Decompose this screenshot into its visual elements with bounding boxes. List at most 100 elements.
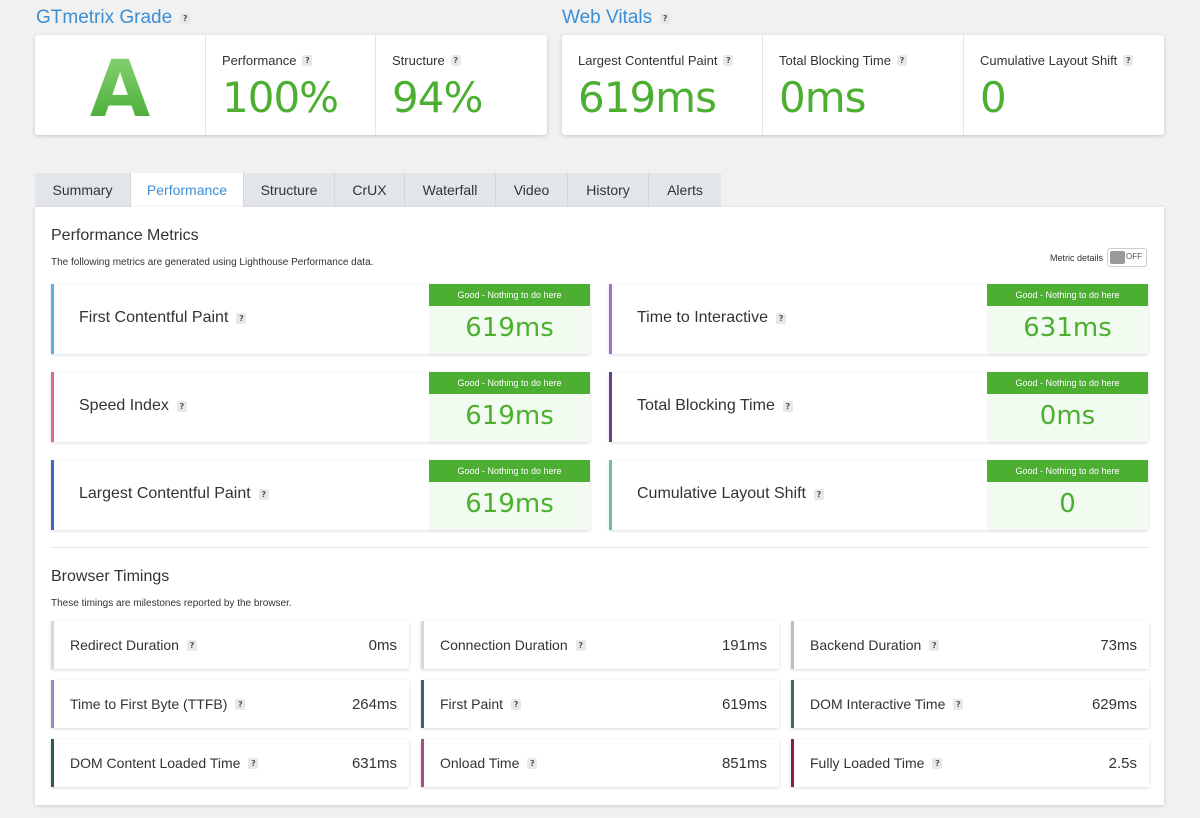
metric-name-text: First Contentful Paint bbox=[79, 309, 229, 326]
help-icon[interactable]: ? bbox=[1123, 55, 1134, 66]
help-icon[interactable]: ? bbox=[235, 698, 246, 710]
tbt-value: 0ms bbox=[779, 73, 867, 122]
web-vitals-card: Largest Contentful Paint ? 619ms Total B… bbox=[562, 35, 1164, 135]
performance-label-text: Performance bbox=[222, 53, 297, 68]
browser-timings-description: These timings are milestones reported by… bbox=[51, 598, 292, 609]
timing-name-text: First Paint bbox=[440, 696, 504, 712]
metric-status-badge: Good - Nothing to do here bbox=[987, 372, 1148, 394]
timing-name: Time to First Byte (TTFB) ? bbox=[70, 696, 246, 712]
metric-card-speed-index: Speed Index ? Good - Nothing to do here … bbox=[51, 372, 590, 442]
metric-status-badge: Good - Nothing to do here bbox=[429, 284, 590, 306]
metric-card-cumulative-layout-shift: Cumulative Layout Shift ? Good - Nothing… bbox=[609, 460, 1148, 530]
help-icon[interactable]: ? bbox=[527, 757, 538, 769]
tab-history[interactable]: History bbox=[568, 173, 649, 207]
timing-name-text: DOM Interactive Time bbox=[810, 696, 946, 712]
report-tabs: Summary Performance Structure CrUX Water… bbox=[35, 173, 721, 208]
metric-score-box: Good - Nothing to do here 619ms bbox=[429, 372, 590, 442]
help-icon[interactable]: ? bbox=[782, 400, 793, 412]
metric-details-toggle[interactable]: OFF bbox=[1107, 248, 1148, 267]
metric-score-box: Good - Nothing to do here 619ms bbox=[429, 460, 590, 530]
help-icon[interactable]: ? bbox=[813, 488, 824, 500]
web-vitals-heading: Web Vitals ? bbox=[562, 7, 671, 29]
tab-structure[interactable]: Structure bbox=[244, 173, 335, 207]
tab-performance[interactable]: Performance bbox=[131, 173, 244, 208]
help-icon[interactable]: ? bbox=[248, 757, 259, 769]
help-icon[interactable]: ? bbox=[176, 400, 187, 412]
tab-crux[interactable]: CrUX bbox=[335, 173, 405, 207]
help-icon[interactable]: ? bbox=[897, 55, 907, 66]
help-icon[interactable]: ? bbox=[511, 698, 522, 710]
help-icon[interactable]: ? bbox=[258, 488, 269, 500]
performance-cell: Performance ? 100% bbox=[206, 35, 376, 135]
toggle-state: OFF bbox=[1126, 252, 1143, 261]
help-icon[interactable]: ? bbox=[929, 639, 940, 651]
help-icon[interactable]: ? bbox=[575, 639, 586, 651]
metric-value: 619ms bbox=[465, 489, 554, 519]
structure-label-text: Structure bbox=[392, 53, 445, 68]
timing-name: Fully Loaded Time ? bbox=[810, 755, 943, 771]
metric-details-control: Metric details OFF bbox=[1050, 248, 1148, 267]
help-icon[interactable]: ? bbox=[302, 55, 313, 66]
help-icon[interactable]: ? bbox=[932, 757, 943, 769]
timing-value: 629ms bbox=[1091, 696, 1137, 713]
gtmetrix-grade-card: A Performance ? 100% Structure ? 94% bbox=[35, 35, 547, 135]
tab-waterfall[interactable]: Waterfall bbox=[405, 173, 496, 207]
timing-name: Backend Duration ? bbox=[810, 637, 940, 653]
timing-card-dom-interactive-time: DOM Interactive Time ? 629ms bbox=[791, 680, 1149, 728]
timing-value: 0ms bbox=[368, 637, 397, 654]
timing-name-text: DOM Content Loaded Time bbox=[70, 755, 241, 771]
timing-card-first-paint: First Paint ? 619ms bbox=[421, 680, 779, 728]
metric-value: 619ms bbox=[465, 401, 554, 431]
performance-panel: Performance Metrics The following metric… bbox=[35, 207, 1164, 805]
metric-value: 631ms bbox=[1023, 313, 1112, 343]
cls-label-text: Cumulative Layout Shift bbox=[980, 53, 1118, 68]
structure-cell: Structure ? 94% bbox=[376, 35, 547, 135]
metric-value: 0ms bbox=[1039, 401, 1096, 431]
gtmetrix-grade-heading: GTmetrix Grade ? bbox=[36, 7, 191, 29]
performance-metrics-description: The following metrics are generated usin… bbox=[51, 257, 374, 268]
help-icon[interactable]: ? bbox=[236, 312, 247, 324]
timing-name: Connection Duration ? bbox=[440, 637, 586, 653]
timing-card-fully-loaded-time: Fully Loaded Time ? 2.5s bbox=[791, 739, 1149, 787]
metric-name: Speed Index ? bbox=[79, 397, 187, 415]
help-icon[interactable]: ? bbox=[186, 639, 197, 651]
browser-timings-title: Browser Timings bbox=[51, 568, 170, 585]
timing-name-text: Onload Time bbox=[440, 755, 520, 771]
performance-value: 100% bbox=[222, 73, 339, 122]
help-icon[interactable]: ? bbox=[776, 312, 787, 324]
tab-summary[interactable]: Summary bbox=[35, 173, 131, 207]
metric-details-label: Metric details bbox=[1050, 252, 1104, 263]
timing-name-text: Time to First Byte (TTFB) bbox=[70, 696, 228, 712]
performance-label: Performance ? bbox=[222, 53, 313, 68]
timing-card-dom-content-loaded-time: DOM Content Loaded Time ? 631ms bbox=[51, 739, 409, 787]
metric-card-total-blocking-time: Total Blocking Time ? Good - Nothing to … bbox=[609, 372, 1148, 442]
lcp-label: Largest Contentful Paint ? bbox=[578, 53, 734, 68]
timing-value: 2.5s bbox=[1108, 755, 1137, 772]
metric-status-badge: Good - Nothing to do here bbox=[429, 372, 590, 394]
help-icon[interactable]: ? bbox=[180, 12, 191, 24]
timing-name: Onload Time ? bbox=[440, 755, 538, 771]
help-icon[interactable]: ? bbox=[660, 12, 671, 24]
metric-score-box: Good - Nothing to do here 0ms bbox=[987, 372, 1148, 442]
metric-name: Total Blocking Time ? bbox=[637, 397, 793, 415]
metric-name-text: Largest Contentful Paint bbox=[79, 485, 251, 502]
help-icon[interactable]: ? bbox=[450, 55, 461, 66]
web-vitals-title: Web Vitals bbox=[562, 7, 653, 28]
timing-name: DOM Interactive Time ? bbox=[810, 696, 964, 712]
tab-alerts[interactable]: Alerts bbox=[649, 173, 721, 207]
metric-name: Largest Contentful Paint ? bbox=[79, 485, 269, 503]
timing-name: Redirect Duration ? bbox=[70, 637, 197, 653]
metric-name: First Contentful Paint ? bbox=[79, 309, 247, 327]
tab-video[interactable]: Video bbox=[496, 173, 568, 207]
help-icon[interactable]: ? bbox=[953, 698, 964, 710]
metric-name-text: Time to Interactive bbox=[637, 309, 769, 326]
metric-status-badge: Good - Nothing to do here bbox=[987, 460, 1148, 482]
metric-status-badge: Good - Nothing to do here bbox=[987, 284, 1148, 306]
metric-card-first-contentful-paint: First Contentful Paint ? Good - Nothing … bbox=[51, 284, 590, 354]
metric-name: Time to Interactive ? bbox=[637, 309, 787, 327]
help-icon[interactable]: ? bbox=[723, 55, 734, 66]
grade-cell: A bbox=[35, 35, 206, 135]
timing-card-backend-duration: Backend Duration ? 73ms bbox=[791, 621, 1149, 669]
tbt-cell: Total Blocking Time ? 0ms bbox=[763, 35, 964, 135]
metric-name-text: Cumulative Layout Shift bbox=[637, 485, 806, 502]
